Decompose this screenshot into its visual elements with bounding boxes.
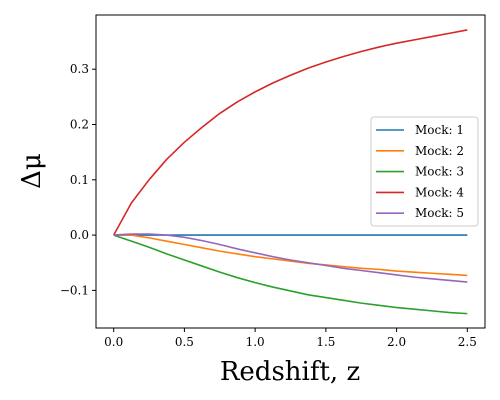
x-axis-title: Redshift, z [220,357,360,387]
y-tick-label: 0.3 [70,62,89,76]
legend-label-mock-1: Mock: 1 [415,123,464,137]
x-tick-label: 2.5 [458,335,477,349]
legend: Mock: 1 Mock: 2 Mock: 3 Mock: 4 Mock: 5 [370,116,479,227]
x-tick-label: 2.0 [387,335,406,349]
x-tick-label: 1.5 [316,335,335,349]
series-line-mock-4 [112,29,468,236]
legend-label-mock-4: Mock: 4 [415,185,464,199]
y-axis-title: Δμ [17,153,47,189]
y-tick-label: 0.2 [70,117,89,131]
legend-label-mock-2: Mock: 2 [415,144,464,158]
legend-label-mock-3: Mock: 3 [415,165,464,179]
series-line-mock-5 [113,233,468,283]
x-tick-label: 0.5 [175,335,194,349]
x-tick-label: 0.0 [104,335,123,349]
legend-frame [370,116,479,227]
x-tick-label: 1.0 [246,335,265,349]
series-line-mock-2 [113,234,468,277]
y-tick-label: 0.0 [70,228,89,242]
y-tick-label: −0.1 [60,283,89,297]
series-line-mock-3 [113,234,468,315]
legend-label-mock-5: Mock: 5 [415,206,464,220]
y-tick-label: 0.1 [70,173,89,187]
